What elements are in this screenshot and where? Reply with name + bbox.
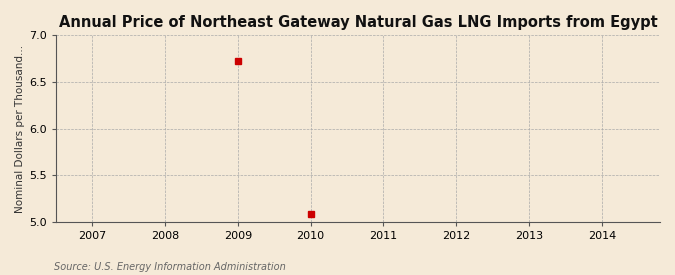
Y-axis label: Nominal Dollars per Thousand...: Nominal Dollars per Thousand...: [15, 45, 25, 213]
Text: Source: U.S. Energy Information Administration: Source: U.S. Energy Information Administ…: [54, 262, 286, 272]
Title: Annual Price of Northeast Gateway Natural Gas LNG Imports from Egypt: Annual Price of Northeast Gateway Natura…: [59, 15, 657, 30]
